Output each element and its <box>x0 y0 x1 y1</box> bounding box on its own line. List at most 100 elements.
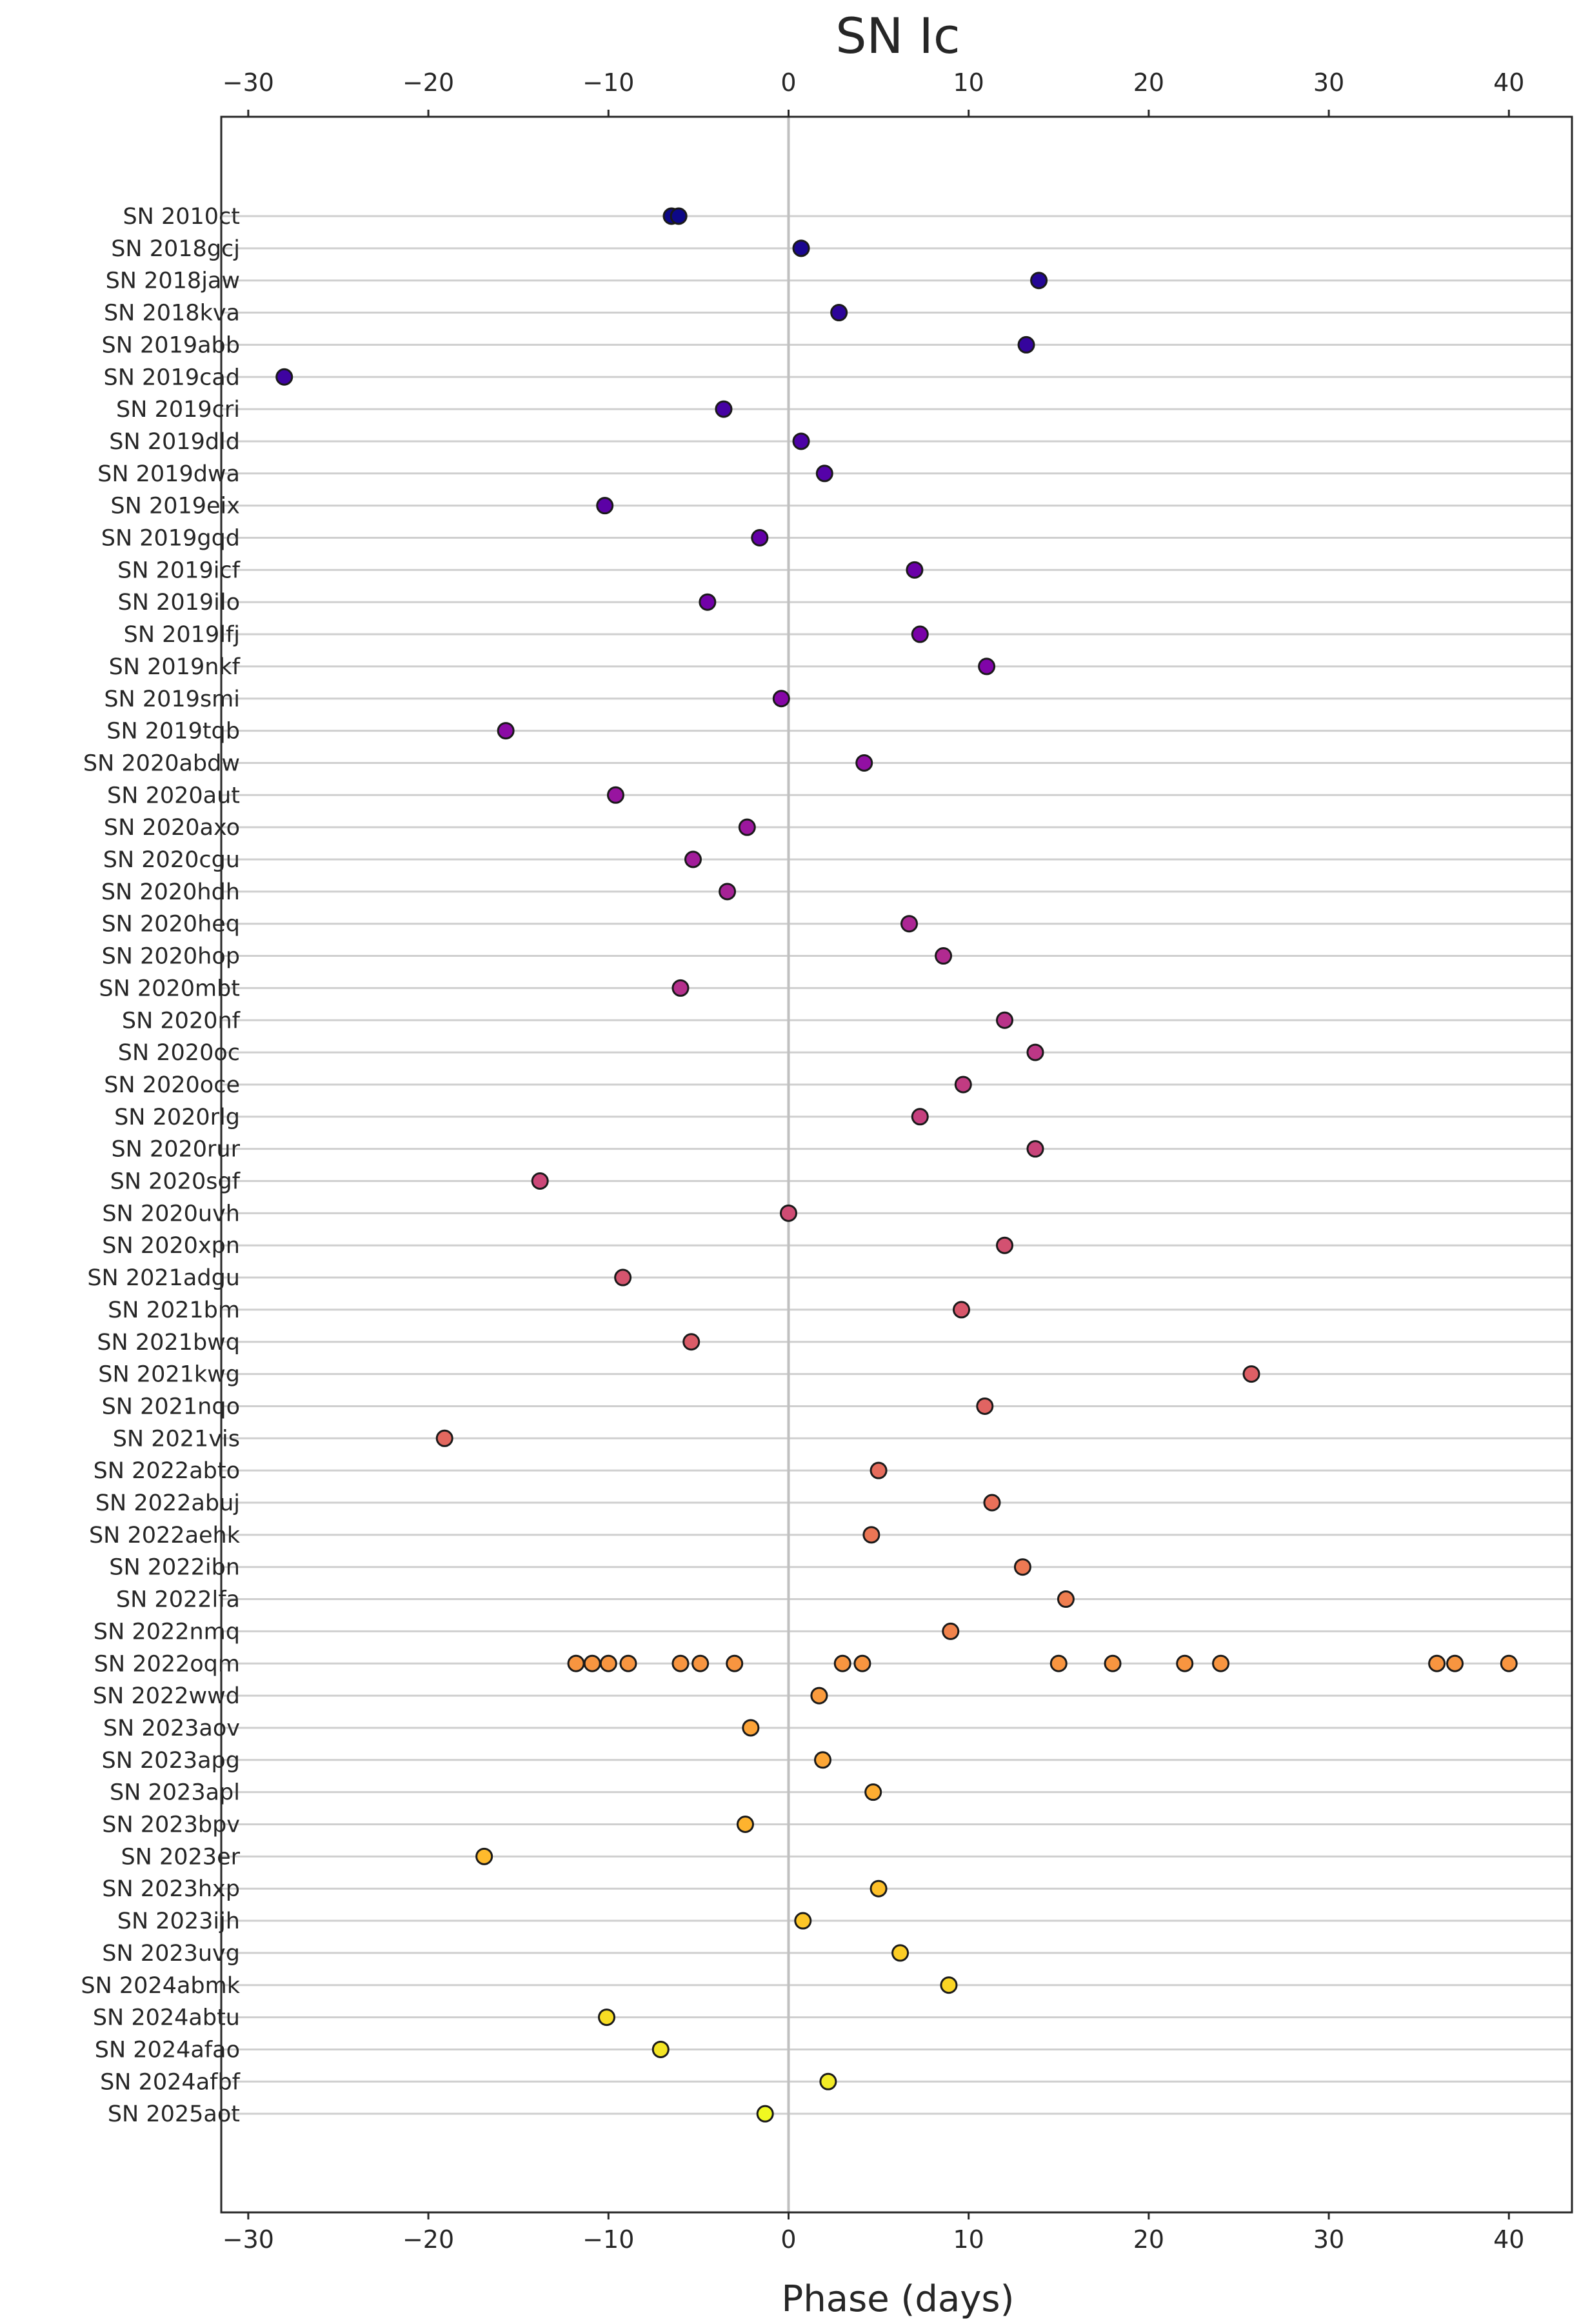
point-sn-2020hop-0 <box>935 947 953 965</box>
point-sn-2022oqm-2 <box>599 1654 617 1672</box>
point-sn-2023aov-0 <box>742 1719 760 1737</box>
y-tick-label-sn-2020cgu: SN 2020cgu <box>103 847 240 873</box>
y-tick-label-sn-2018gcj: SN 2018gcj <box>111 236 240 262</box>
point-sn-2023er-0 <box>475 1847 493 1865</box>
x-axis-label: Phase (days) <box>782 2278 1015 2320</box>
y-tick-label-sn-2023apl: SN 2023apl <box>110 1780 240 1806</box>
point-sn-2021kwg-0 <box>1242 1365 1260 1383</box>
point-sn-2018gcj-0 <box>792 239 810 257</box>
point-sn-2020cgu-0 <box>684 850 702 868</box>
point-sn-2020sgf-0 <box>531 1172 549 1190</box>
point-sn-2022oqm-10 <box>1104 1654 1122 1672</box>
y-tick-label-sn-2022ibn: SN 2022ibn <box>109 1555 240 1581</box>
grid-lines <box>221 215 1572 2115</box>
point-sn-2019ilo-0 <box>699 593 717 611</box>
point-sn-2023hxp-0 <box>870 1879 888 1898</box>
point-sn-2021adgu-0 <box>614 1268 632 1287</box>
point-sn-2022oqm-15 <box>1500 1654 1518 1672</box>
point-sn-2019dwa-0 <box>815 465 833 483</box>
y-tick-label-sn-2022abuj: SN 2022abuj <box>95 1490 240 1516</box>
y-tick-label-sn-2020hdh: SN 2020hdh <box>101 879 240 905</box>
y-tick-label-sn-2022oqm: SN 2022oqm <box>94 1651 240 1677</box>
point-sn-2021bwq-0 <box>682 1333 701 1351</box>
point-sn-2021nqo-0 <box>976 1397 994 1415</box>
y-tick-label-sn-2019cri: SN 2019cri <box>116 397 240 423</box>
point-sn-2018jaw-0 <box>1030 272 1048 290</box>
point-sn-2020mbt-0 <box>671 979 690 997</box>
point-sn-2022oqm-6 <box>726 1654 744 1672</box>
y-tick-label-sn-2023hxp: SN 2023hxp <box>102 1876 240 1902</box>
y-tick-label-sn-2020nf: SN 2020nf <box>122 1008 241 1034</box>
y-tick-label-sn-2020hop: SN 2020hop <box>102 944 240 970</box>
point-sn-2022nmq-0 <box>942 1622 960 1640</box>
x-tick-label-bottom-1: −20 <box>402 2225 454 2254</box>
y-tick-label-sn-2020oc: SN 2020oc <box>118 1040 240 1066</box>
point-sn-2020rlg-0 <box>911 1108 929 1126</box>
x-tick-label-top-7: 40 <box>1493 68 1524 97</box>
y-tick-label-sn-2019smi: SN 2019smi <box>104 686 240 712</box>
x-tick-label-bottom-7: 40 <box>1493 2225 1524 2254</box>
x-tick-label-top-5: 20 <box>1133 68 1164 97</box>
point-sn-2022oqm-3 <box>619 1654 637 1672</box>
y-tick-label-sn-2023bpv: SN 2023bpv <box>102 1812 240 1838</box>
point-sn-2010ct-1 <box>670 207 688 225</box>
y-tick-label-sn-2020axo: SN 2020axo <box>104 815 240 841</box>
point-sn-2022oqm-9 <box>1049 1654 1068 1672</box>
point-sn-2024abtu-0 <box>597 2008 615 2027</box>
point-sn-2024afao-0 <box>651 2040 670 2058</box>
point-sn-2022oqm-11 <box>1176 1654 1194 1672</box>
y-tick-label-sn-2018kva: SN 2018kva <box>104 301 240 326</box>
y-tick-label-sn-2020rlg: SN 2020rlg <box>114 1105 240 1130</box>
point-sn-2021vis-0 <box>435 1429 453 1447</box>
y-tick-label-sn-2019ilo: SN 2019ilo <box>118 590 240 616</box>
y-tick-label-sn-2020heq: SN 2020heq <box>101 912 240 937</box>
point-sn-2019eix-0 <box>596 497 614 515</box>
y-tick-label-sn-2019nkf: SN 2019nkf <box>109 654 241 680</box>
y-tick-label-sn-2024abmk: SN 2024abmk <box>81 1973 240 1999</box>
y-tick-label-sn-2022wwd: SN 2022wwd <box>93 1683 240 1709</box>
point-sn-2019gqd-0 <box>751 529 769 546</box>
point-sn-2024abmk-0 <box>940 1976 958 1994</box>
y-tick-label-sn-2019lfj: SN 2019lfj <box>124 622 240 648</box>
point-sn-2022lfa-0 <box>1057 1590 1075 1608</box>
y-tick-label-sn-2019eix: SN 2019eix <box>110 494 240 519</box>
x-axis-ticks: −30 −30 −20 −20 −10 −10 0 0 10 10 20 20 30 30 40 40 <box>223 68 1525 2254</box>
y-axis-category-labels: SN 2010ct SN 2018gcj SN 2018jaw SN 2018kva S… <box>81 204 240 2127</box>
y-tick-label-sn-2023apg: SN 2023apg <box>102 1748 240 1774</box>
x-tick-label-top-0: −30 <box>223 68 274 97</box>
point-sn-2022aehk-0 <box>862 1526 880 1544</box>
y-tick-label-sn-2021kwg: SN 2021kwg <box>98 1362 240 1388</box>
x-tick-label-bottom-2: −10 <box>582 2225 634 2254</box>
y-tick-label-sn-2022nmq: SN 2022nmq <box>94 1619 240 1645</box>
x-tick-label-top-6: 30 <box>1313 68 1344 97</box>
point-sn-2020aut-0 <box>606 786 624 804</box>
y-tick-label-sn-2010ct: SN 2010ct <box>123 204 240 230</box>
point-sn-2022oqm-7 <box>833 1654 851 1672</box>
y-tick-label-sn-2020abdw: SN 2020abdw <box>83 750 240 776</box>
x-tick-label-bottom-5: 20 <box>1133 2225 1164 2254</box>
x-tick-label-top-2: −10 <box>582 68 634 97</box>
plot-frame <box>220 115 1573 2214</box>
point-sn-2019smi-0 <box>772 690 790 708</box>
x-tick-label-bottom-0: −30 <box>223 2225 274 2254</box>
point-sn-2020abdw-0 <box>855 754 873 772</box>
y-tick-label-sn-2025aot: SN 2025aot <box>108 2101 240 2127</box>
point-sn-2022oqm-12 <box>1212 1654 1230 1672</box>
point-sn-2020hdh-0 <box>719 883 737 901</box>
point-sn-2023bpv-0 <box>736 1816 754 1833</box>
y-tick-label-sn-2023er: SN 2023er <box>121 1844 240 1870</box>
point-sn-2020oce-0 <box>954 1076 972 1094</box>
y-tick-label-sn-2021bwq: SN 2021bwq <box>97 1330 240 1356</box>
y-tick-label-sn-2019dld: SN 2019dld <box>109 429 240 455</box>
point-sn-2022oqm-8 <box>853 1654 871 1672</box>
y-tick-label-sn-2021nqo: SN 2021nqo <box>102 1394 240 1419</box>
point-sn-2019cri-0 <box>715 400 733 418</box>
y-tick-label-sn-2020sgf: SN 2020sgf <box>110 1169 241 1195</box>
x-tick-label-top-1: −20 <box>402 68 454 97</box>
point-sn-2020oc-0 <box>1026 1043 1044 1061</box>
y-tick-label-sn-2020rur: SN 2020rur <box>111 1137 240 1163</box>
chart-title: SN Ic <box>835 7 960 65</box>
data-points <box>275 207 1518 2123</box>
point-sn-2020heq-0 <box>900 915 919 933</box>
